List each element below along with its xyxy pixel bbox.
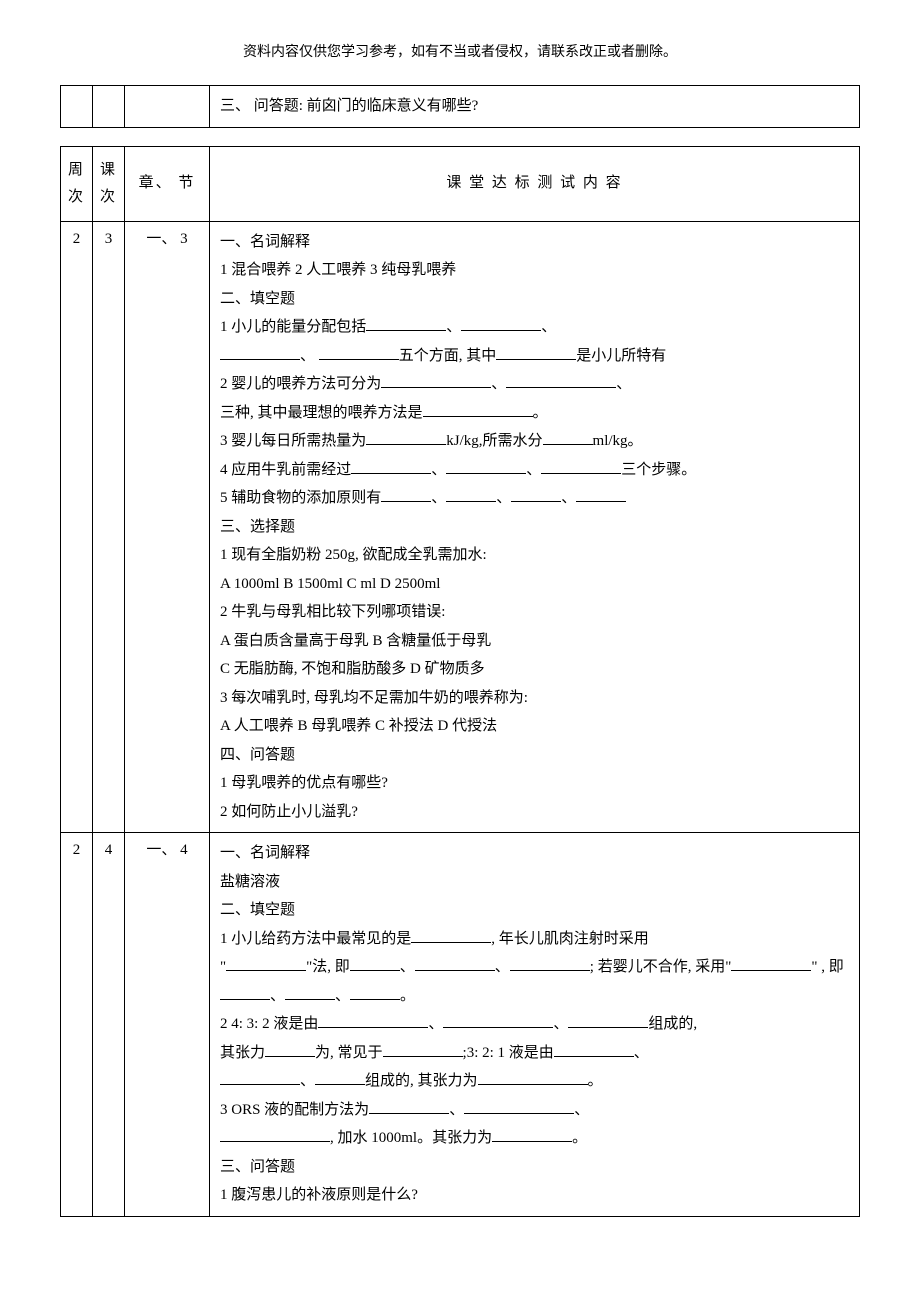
text: 、 bbox=[553, 1016, 568, 1032]
fill-q1: 1 小儿的能量分配包括、、 、 五个方面, 其中是小儿所特有 bbox=[220, 313, 849, 370]
text: 五个方面, 其中 bbox=[399, 348, 497, 364]
text: 、 bbox=[300, 1073, 315, 1089]
text: 三种, 其中最理想的喂养方法是 bbox=[220, 405, 423, 421]
cell-chapter: 一、 3 bbox=[125, 221, 210, 833]
text: 。 bbox=[533, 405, 548, 421]
text: 1 小儿的能量分配包括 bbox=[220, 319, 366, 335]
top-cell-1 bbox=[61, 86, 93, 128]
cell-week: 2 bbox=[61, 221, 93, 833]
th-lesson: 课次 bbox=[93, 146, 125, 221]
text: 。 bbox=[572, 1130, 587, 1146]
sec-title: 二、填空题 bbox=[220, 285, 849, 314]
cell-lesson: 3 bbox=[93, 221, 125, 833]
header-note: 资料内容仅供您学习参考，如有不当或者侵权，请联系改正或者删除。 bbox=[60, 40, 860, 65]
qa-q1: 1 母乳喂养的优点有哪些? bbox=[220, 769, 849, 798]
table-header-row: 周次 课次 章、 节 课 堂 达 标 测 试 内 容 bbox=[61, 146, 860, 221]
table-row: 2 3 一、 3 一、名词解释 1 混合喂养 2 人工喂养 3 纯母乳喂养 二、… bbox=[61, 221, 860, 833]
text: 4 应用牛乳前需经过 bbox=[220, 462, 351, 478]
text: 、 bbox=[634, 1045, 649, 1061]
text: 3 婴儿每日所需热量为 bbox=[220, 433, 366, 449]
text: 三个步骤。 bbox=[621, 462, 696, 478]
sec-title: 三、问答题 bbox=[220, 1153, 849, 1182]
text: 3 ORS 液的配制方法为 bbox=[220, 1102, 369, 1118]
text: "法, 即 bbox=[306, 959, 350, 975]
text: 、 bbox=[446, 319, 461, 335]
text: 2 婴儿的喂养方法可分为 bbox=[220, 376, 381, 392]
text: , 加水 1000ml。其张力为 bbox=[330, 1130, 492, 1146]
text: 、 bbox=[616, 376, 631, 392]
text: 、 bbox=[300, 348, 315, 364]
text: 、 bbox=[449, 1102, 464, 1118]
cell-lesson: 4 bbox=[93, 833, 125, 1217]
text: 为, 常见于 bbox=[315, 1045, 383, 1061]
text: " , 即 bbox=[811, 959, 843, 975]
fill-q2: 2 婴儿的喂养方法可分为 、 、 三种, 其中最理想的喂养方法是 。 bbox=[220, 370, 849, 427]
text: 、 bbox=[561, 490, 576, 506]
sec-title: 一、名词解释 bbox=[220, 228, 849, 257]
mc-q2-opts: A 蛋白质含量高于母乳 B 含糖量低于母乳 bbox=[220, 627, 849, 656]
fill-q5: 5 辅助食物的添加原则有 、 、 、 bbox=[220, 484, 849, 513]
top-cell-2 bbox=[93, 86, 125, 128]
text: ; 若婴儿不合作, 采用" bbox=[590, 959, 732, 975]
main-table: 周次 课次 章、 节 课 堂 达 标 测 试 内 容 2 3 一、 3 一、名词… bbox=[60, 146, 860, 1217]
text: 、 bbox=[491, 376, 506, 392]
text: 、 bbox=[431, 462, 446, 478]
sec-title: 三、选择题 bbox=[220, 513, 849, 542]
text: 、 bbox=[541, 319, 556, 335]
text: 、 bbox=[495, 959, 510, 975]
sec-title: 四、问答题 bbox=[220, 741, 849, 770]
top-table-row: 三、 问答题: 前囟门的临床意义有哪些? bbox=[61, 86, 860, 128]
top-cell-3 bbox=[125, 86, 210, 128]
th-content: 课 堂 达 标 测 试 内 容 bbox=[210, 146, 860, 221]
text: 组成的, bbox=[648, 1016, 697, 1032]
text: 、 bbox=[270, 988, 285, 1004]
text: 、 bbox=[428, 1016, 443, 1032]
text: 、 bbox=[400, 959, 415, 975]
mc-q1-opts: A 1000ml B 1500ml C ml D 2500ml bbox=[220, 570, 849, 599]
fill-q3: 3 婴儿每日所需热量为 kJ/kg,所需水分 ml/kg。 bbox=[220, 427, 849, 456]
mc-q1: 1 现有全脂奶粉 250g, 欲配成全乳需加水: bbox=[220, 541, 849, 570]
table-row: 2 4 一、 4 一、名词解释 盐糖溶液 二、填空题 1 小儿给药方法中最常见的… bbox=[61, 833, 860, 1217]
mc-q3: 3 每次哺乳时, 母乳均不足需加牛奶的喂养称为: bbox=[220, 684, 849, 713]
text: 、 bbox=[526, 462, 541, 478]
mc-q3-opts: A 人工喂养 B 母乳喂养 C 补授法 D 代授法 bbox=[220, 712, 849, 741]
qa-q2: 2 如何防止小儿溢乳? bbox=[220, 798, 849, 827]
text: 其张力 bbox=[220, 1045, 265, 1061]
text: 。 bbox=[588, 1073, 603, 1089]
text: 5 辅助食物的添加原则有 bbox=[220, 490, 381, 506]
text: kJ/kg,所需水分 bbox=[446, 433, 542, 449]
mc-q2: 2 牛乳与母乳相比较下列哪项错误: bbox=[220, 598, 849, 627]
text: ml/kg。 bbox=[593, 433, 643, 449]
fill-q2: 2 4: 3: 2 液是由、、组成的, 其张力为, 常见于;3: 2: 1 液是… bbox=[220, 1010, 849, 1096]
text: ;3: 2: 1 液是由 bbox=[463, 1045, 554, 1061]
top-table: 三、 问答题: 前囟门的临床意义有哪些? bbox=[60, 85, 860, 128]
cell-content: 一、名词解释 1 混合喂养 2 人工喂养 3 纯母乳喂养 二、填空题 1 小儿的… bbox=[210, 221, 860, 833]
top-cell-content: 三、 问答题: 前囟门的临床意义有哪些? bbox=[210, 86, 860, 128]
text: , 年长儿肌肉注射时采用 bbox=[491, 931, 649, 947]
cell-week: 2 bbox=[61, 833, 93, 1217]
mc-q2-opts: C 无脂肪酶, 不饱和脂肪酸多 D 矿物质多 bbox=[220, 655, 849, 684]
qa-q1: 1 腹泻患儿的补液原则是什么? bbox=[220, 1181, 849, 1210]
text: 组成的, 其张力为 bbox=[365, 1073, 478, 1089]
text: 。 bbox=[400, 988, 415, 1004]
text: 、 bbox=[335, 988, 350, 1004]
fill-q1: 1 小儿给药方法中最常见的是, 年长儿肌肉注射时采用 ""法, 即、、; 若婴儿… bbox=[220, 925, 849, 1011]
fill-q4: 4 应用牛乳前需经过 、 、 三个步骤。 bbox=[220, 456, 849, 485]
text: 1 小儿给药方法中最常见的是 bbox=[220, 931, 411, 947]
fill-q3: 3 ORS 液的配制方法为 、 、 , 加水 1000ml。其张力为 。 bbox=[220, 1096, 849, 1153]
text: 、 bbox=[496, 490, 511, 506]
sec-title: 二、填空题 bbox=[220, 896, 849, 925]
text: 是小儿所特有 bbox=[576, 348, 666, 364]
th-week: 周次 bbox=[61, 146, 93, 221]
cell-content: 一、名词解释 盐糖溶液 二、填空题 1 小儿给药方法中最常见的是 , 年长儿肌肉注… bbox=[210, 833, 860, 1217]
sec-items: 盐糖溶液 bbox=[220, 868, 849, 897]
text: 、 bbox=[574, 1102, 589, 1118]
text: 2 4: 3: 2 液是由 bbox=[220, 1016, 318, 1032]
sec-title: 一、名词解释 bbox=[220, 839, 849, 868]
sec-items: 1 混合喂养 2 人工喂养 3 纯母乳喂养 bbox=[220, 256, 849, 285]
cell-chapter: 一、 4 bbox=[125, 833, 210, 1217]
text: 、 bbox=[431, 490, 446, 506]
th-chapter: 章、 节 bbox=[125, 146, 210, 221]
